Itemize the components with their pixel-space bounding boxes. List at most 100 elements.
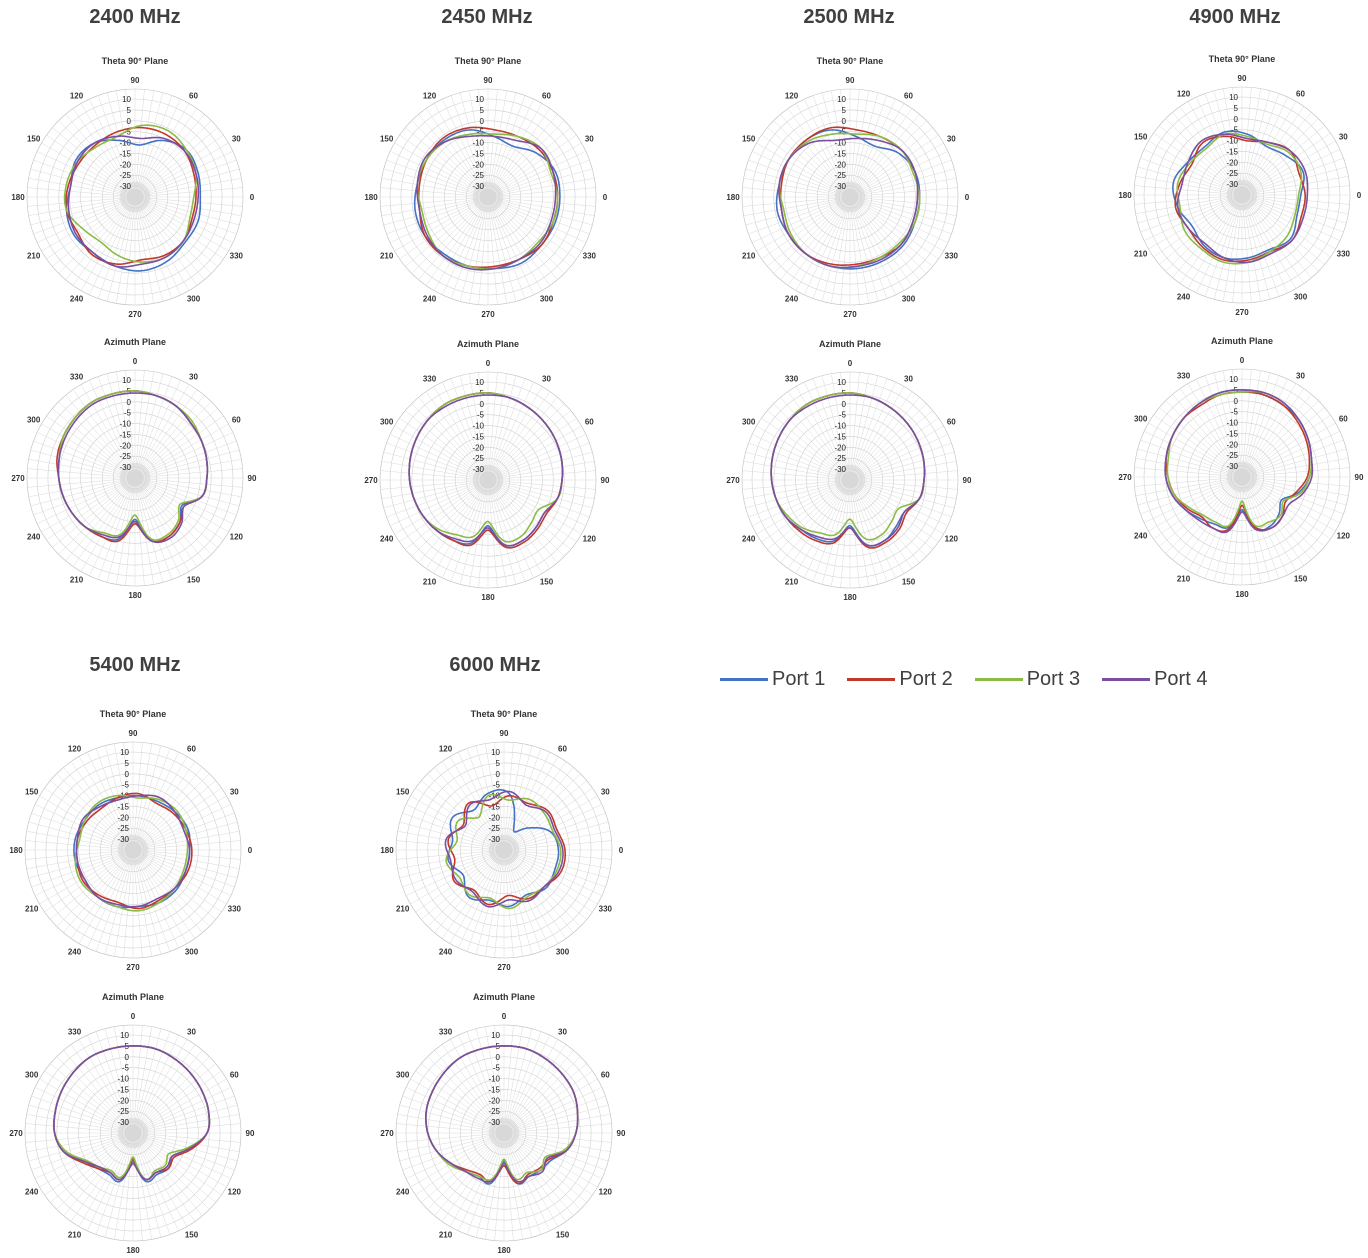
polar-spoke <box>1245 487 1280 579</box>
polar-angle-label: 240 <box>396 1188 410 1197</box>
polar-angle-label: 150 <box>902 577 916 586</box>
polar-chart-2500-theta-svg: Theta 90° Plane1050-5-10-15-20-25-300306… <box>726 56 969 319</box>
polar-spoke <box>508 1035 550 1124</box>
polar-r-tick-label: -20 <box>1226 158 1238 167</box>
polar-spoke <box>514 1104 609 1131</box>
polar-r-tick-label: -15 <box>119 430 131 439</box>
polar-spoke <box>496 134 577 191</box>
polar-spoke <box>1232 487 1242 585</box>
polar-spoke <box>493 103 543 188</box>
polar-spoke <box>1134 195 1232 205</box>
polar-spoke <box>1252 467 1350 477</box>
polar-angle-label: 30 <box>1296 372 1305 381</box>
polar-r-tick-label: -25 <box>834 171 846 180</box>
polar-spoke <box>1148 422 1233 472</box>
polar-spoke <box>142 1078 227 1128</box>
polar-r-tick-label: -25 <box>117 1107 129 1116</box>
polar-spoke <box>510 1141 574 1216</box>
polar-r-tick-label: -30 <box>472 182 484 191</box>
polar-spoke <box>510 1050 574 1125</box>
polar-spoke <box>1165 202 1235 272</box>
polar-r-tick-label: -10 <box>1226 419 1238 428</box>
polar-spoke <box>143 134 224 191</box>
polar-spoke <box>767 486 842 550</box>
polar-spoke <box>89 380 131 469</box>
polar-spoke <box>795 386 845 471</box>
polar-spoke <box>143 1123 241 1133</box>
polar-spoke <box>56 1140 126 1210</box>
polar-spoke <box>1250 483 1325 547</box>
polar-angle-label: 120 <box>228 1188 242 1197</box>
polar-spoke <box>133 1025 143 1123</box>
polar-spoke <box>399 852 494 879</box>
polar-r-tick-label: -15 <box>834 149 846 158</box>
legend-item-port-3: Port 3 <box>974 668 1080 691</box>
polar-angle-label: 180 <box>726 193 740 202</box>
legend-label-port-2: Port 2 <box>899 667 953 690</box>
polar-spoke <box>1248 394 1312 469</box>
polar-spoke <box>135 488 145 586</box>
polar-angle-label: 0 <box>1240 356 1245 365</box>
polar-angle-label: 180 <box>126 1246 140 1255</box>
polar-spoke <box>405 486 480 550</box>
polar-spoke <box>425 108 482 189</box>
polar-spoke <box>840 490 850 588</box>
polar-spoke <box>144 202 229 252</box>
polar-spoke <box>1252 457 1349 476</box>
polar-spoke <box>859 151 948 193</box>
polar-spoke <box>140 206 190 291</box>
polar-spoke <box>113 743 132 840</box>
polar-spoke <box>425 488 482 569</box>
polar-spoke <box>509 1142 559 1227</box>
polar-spoke <box>137 373 164 468</box>
polar-spoke <box>141 1070 222 1127</box>
polar-spoke <box>35 1087 124 1129</box>
polar-r-tick-label: -15 <box>834 432 846 441</box>
polar-spoke <box>840 372 850 470</box>
polar-angle-label: 60 <box>232 416 241 425</box>
polar-spoke <box>406 1137 495 1179</box>
polar-spoke <box>141 205 198 286</box>
polar-spoke <box>106 207 133 302</box>
polar-spoke <box>773 204 843 274</box>
polar-spoke <box>394 485 479 535</box>
polar-spoke <box>497 142 582 192</box>
polar-spoke <box>399 1104 494 1131</box>
polar-spoke <box>145 177 242 196</box>
polar-spoke <box>142 1087 231 1129</box>
polar-spoke <box>399 1135 494 1162</box>
polar-r-tick-label: -10 <box>472 139 484 148</box>
polar-spoke <box>143 203 218 267</box>
polar-spoke <box>97 488 132 580</box>
polar-angle-label: 330 <box>785 375 799 384</box>
polar-spoke <box>427 773 497 843</box>
polar-r-tick-label: -5 <box>493 781 501 790</box>
polar-angle-label: 270 <box>843 310 857 319</box>
polar-angle-label: 300 <box>540 294 554 303</box>
polar-spoke <box>743 481 840 500</box>
polar-spoke <box>80 487 130 572</box>
polar-spoke <box>787 488 844 569</box>
polar-spoke <box>459 375 486 470</box>
polar-angle-label: 60 <box>187 745 196 754</box>
polar-spoke <box>140 1140 210 1210</box>
polar-spoke <box>857 403 927 473</box>
polar-center-shade <box>479 188 497 206</box>
polar-spoke <box>512 1063 587 1127</box>
polar-angle-label: 330 <box>423 375 437 384</box>
polar-angle-label: 210 <box>785 577 799 586</box>
polar-spoke <box>1213 90 1240 185</box>
polar-r-tick-label: -30 <box>119 182 131 191</box>
polar-spoke <box>494 1025 504 1123</box>
polar-spoke <box>31 812 123 847</box>
polar-spoke <box>405 203 480 267</box>
series-line-port-4 <box>75 794 191 908</box>
polar-spoke <box>1137 448 1232 475</box>
polar-spoke <box>30 168 125 195</box>
polar-spoke <box>1187 383 1237 468</box>
polar-spoke <box>860 199 955 226</box>
polar-spoke <box>1165 400 1235 470</box>
polar-spoke <box>106 92 133 187</box>
polar-spoke <box>30 480 125 507</box>
polar-spoke <box>1251 431 1340 473</box>
